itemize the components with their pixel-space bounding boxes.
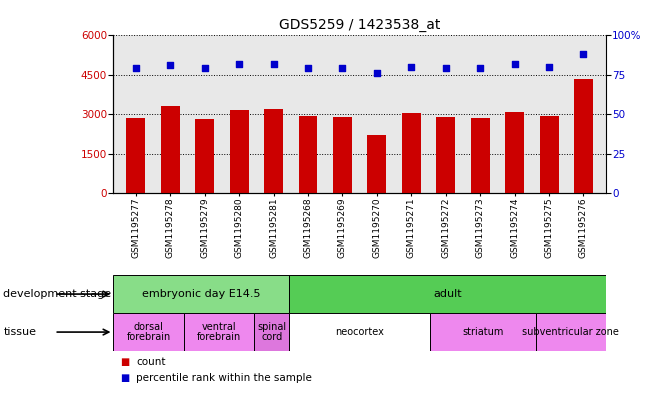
Bar — [113, 313, 184, 351]
Point — [268, 61, 279, 67]
Bar — [254, 313, 289, 351]
Bar — [430, 313, 535, 351]
Bar — [470, 118, 490, 193]
Text: subventricular zone: subventricular zone — [522, 327, 619, 337]
Point — [131, 65, 141, 72]
Text: count: count — [136, 357, 166, 367]
Title: GDS5259 / 1423538_at: GDS5259 / 1423538_at — [279, 18, 441, 31]
Bar — [574, 79, 593, 193]
Point — [509, 61, 520, 67]
Point — [544, 64, 554, 70]
Text: ■: ■ — [120, 373, 129, 384]
Text: dorsal
forebrain: dorsal forebrain — [126, 321, 170, 342]
Bar — [289, 313, 430, 351]
Bar — [535, 313, 606, 351]
Bar — [367, 135, 386, 193]
Text: striatum: striatum — [462, 327, 503, 337]
Text: spinal
cord: spinal cord — [257, 321, 286, 342]
Point — [337, 65, 347, 72]
Bar — [505, 112, 524, 193]
Text: neocortex: neocortex — [335, 327, 384, 337]
Point — [578, 51, 588, 57]
Text: development stage: development stage — [3, 289, 111, 299]
Bar — [402, 113, 421, 193]
Text: tissue: tissue — [3, 327, 36, 337]
Point — [372, 70, 382, 76]
Text: percentile rank within the sample: percentile rank within the sample — [136, 373, 312, 384]
Bar — [289, 275, 606, 313]
Text: ■: ■ — [120, 357, 129, 367]
Bar — [229, 110, 249, 193]
Bar — [264, 109, 283, 193]
Point — [165, 62, 176, 68]
Bar — [195, 119, 214, 193]
Point — [441, 65, 451, 72]
Bar — [333, 117, 352, 193]
Bar — [436, 117, 455, 193]
Bar — [540, 116, 559, 193]
Bar — [161, 107, 179, 193]
Point — [200, 65, 210, 72]
Point — [475, 65, 485, 72]
Text: embryonic day E14.5: embryonic day E14.5 — [142, 289, 260, 299]
Bar — [126, 118, 145, 193]
Point — [303, 65, 313, 72]
Text: ventral
forebrain: ventral forebrain — [197, 321, 241, 342]
Text: adult: adult — [434, 289, 462, 299]
Point — [406, 64, 417, 70]
Point — [234, 61, 244, 67]
Bar — [299, 116, 318, 193]
Bar — [184, 313, 254, 351]
Bar — [113, 275, 289, 313]
